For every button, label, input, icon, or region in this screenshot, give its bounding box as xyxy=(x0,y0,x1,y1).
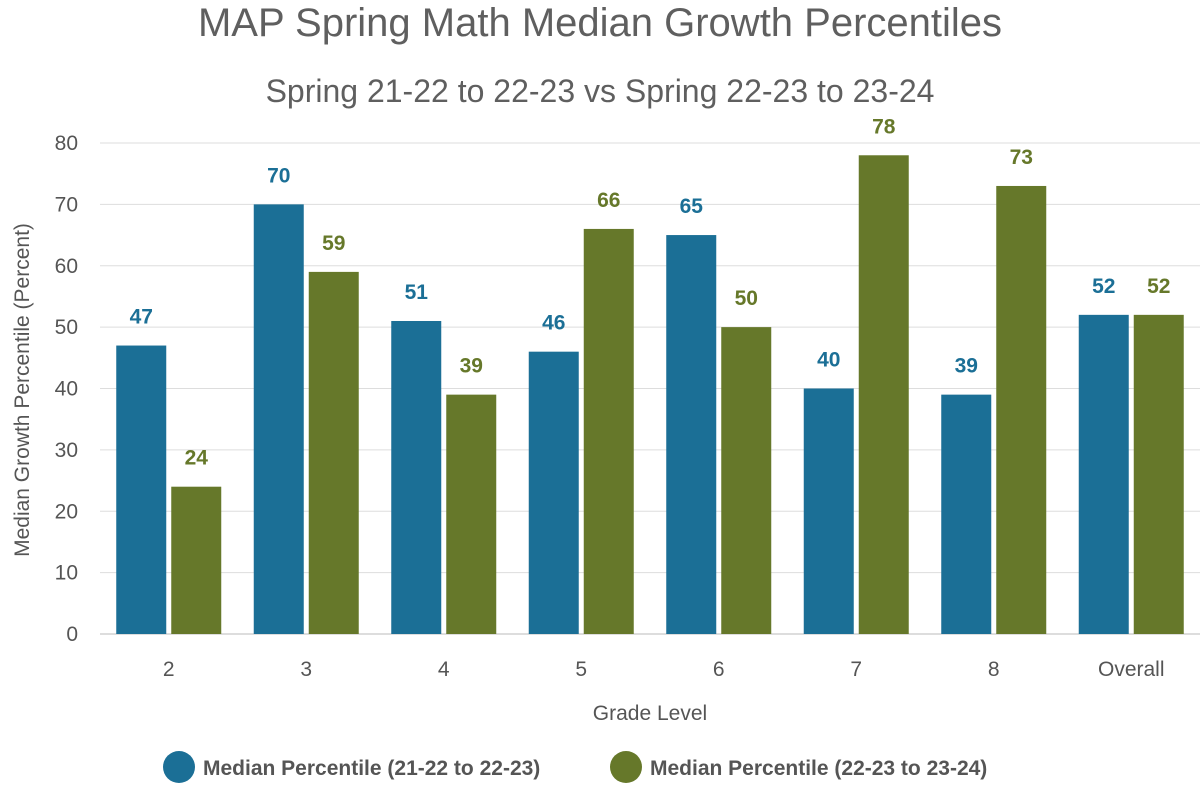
bar xyxy=(721,327,772,634)
bar xyxy=(941,394,992,634)
data-label: 52 xyxy=(1092,275,1115,298)
data-labels: 47 24 70 59 51 39 46 66 65 50 40 78 39 73 52 52 xyxy=(130,115,1171,469)
bar xyxy=(253,204,304,634)
bar xyxy=(171,486,222,634)
x-tick-label: 4 xyxy=(438,658,450,681)
bar xyxy=(1078,314,1129,634)
legend-label: Median Percentile (21-22 to 22-23) xyxy=(203,757,540,780)
y-axis-ticks: 0 10 20 30 40 50 60 70 80 xyxy=(55,132,78,646)
bar xyxy=(666,235,717,634)
data-label: 39 xyxy=(955,355,978,378)
y-tick-label: 80 xyxy=(55,132,78,155)
x-tick-label: Overall xyxy=(1098,658,1165,681)
x-tick-label: 5 xyxy=(575,658,587,681)
data-label: 39 xyxy=(460,355,483,378)
y-tick-label: 50 xyxy=(55,316,78,339)
legend-item[interactable]: Median Percentile (21-22 to 22-23) xyxy=(163,751,540,783)
bar xyxy=(583,228,634,635)
bars xyxy=(116,155,1184,635)
legend-label: Median Percentile (22-23 to 23-24) xyxy=(650,757,987,780)
legend-item[interactable]: Median Percentile (22-23 to 23-24) xyxy=(610,751,987,783)
bar xyxy=(391,320,442,634)
data-label: 46 xyxy=(542,312,565,335)
data-label: 70 xyxy=(267,164,290,187)
data-label: 50 xyxy=(735,287,758,310)
x-tick-label: 7 xyxy=(850,658,862,681)
data-label: 24 xyxy=(185,447,209,470)
chart-title: MAP Spring Math Median Growth Percentile… xyxy=(198,1,1002,45)
data-label: 59 xyxy=(322,232,345,255)
bar xyxy=(858,155,909,634)
chart-subtitle: Spring 21-22 to 22-23 vs Spring 22-23 to… xyxy=(266,73,935,109)
y-tick-label: 30 xyxy=(55,439,78,462)
y-tick-label: 40 xyxy=(55,378,78,401)
data-label: 66 xyxy=(597,189,620,212)
legend: Median Percentile (21-22 to 22-23) Median… xyxy=(163,751,987,783)
data-label: 47 xyxy=(130,306,153,329)
x-tick-label: 6 xyxy=(713,658,725,681)
y-tick-label: 60 xyxy=(55,255,78,278)
x-tick-label: 3 xyxy=(300,658,312,681)
data-label: 78 xyxy=(872,115,896,138)
bar xyxy=(308,271,359,634)
x-tick-label: 2 xyxy=(163,658,175,681)
y-tick-label: 20 xyxy=(55,500,78,523)
bar xyxy=(528,351,579,634)
data-label: 52 xyxy=(1147,275,1170,298)
data-label: 65 xyxy=(680,195,704,218)
y-axis-label: Median Growth Percentile (Percent) xyxy=(11,223,34,557)
y-tick-label: 0 xyxy=(66,623,78,646)
y-tick-label: 10 xyxy=(55,562,78,585)
bar xyxy=(996,185,1047,634)
x-tick-label: 8 xyxy=(988,658,1000,681)
bar xyxy=(446,394,497,634)
bar xyxy=(116,345,167,634)
legend-marker-icon xyxy=(610,751,642,783)
y-tick-label: 70 xyxy=(55,193,78,216)
data-label: 40 xyxy=(817,349,840,372)
x-axis-label: Grade Level xyxy=(593,702,707,725)
legend-marker-icon xyxy=(163,751,195,783)
data-label: 73 xyxy=(1010,146,1033,169)
bar xyxy=(1133,314,1184,634)
x-axis-ticks: 2 3 4 5 6 7 8 Overall xyxy=(163,658,1165,681)
data-label: 51 xyxy=(405,281,429,304)
bar xyxy=(803,388,854,634)
